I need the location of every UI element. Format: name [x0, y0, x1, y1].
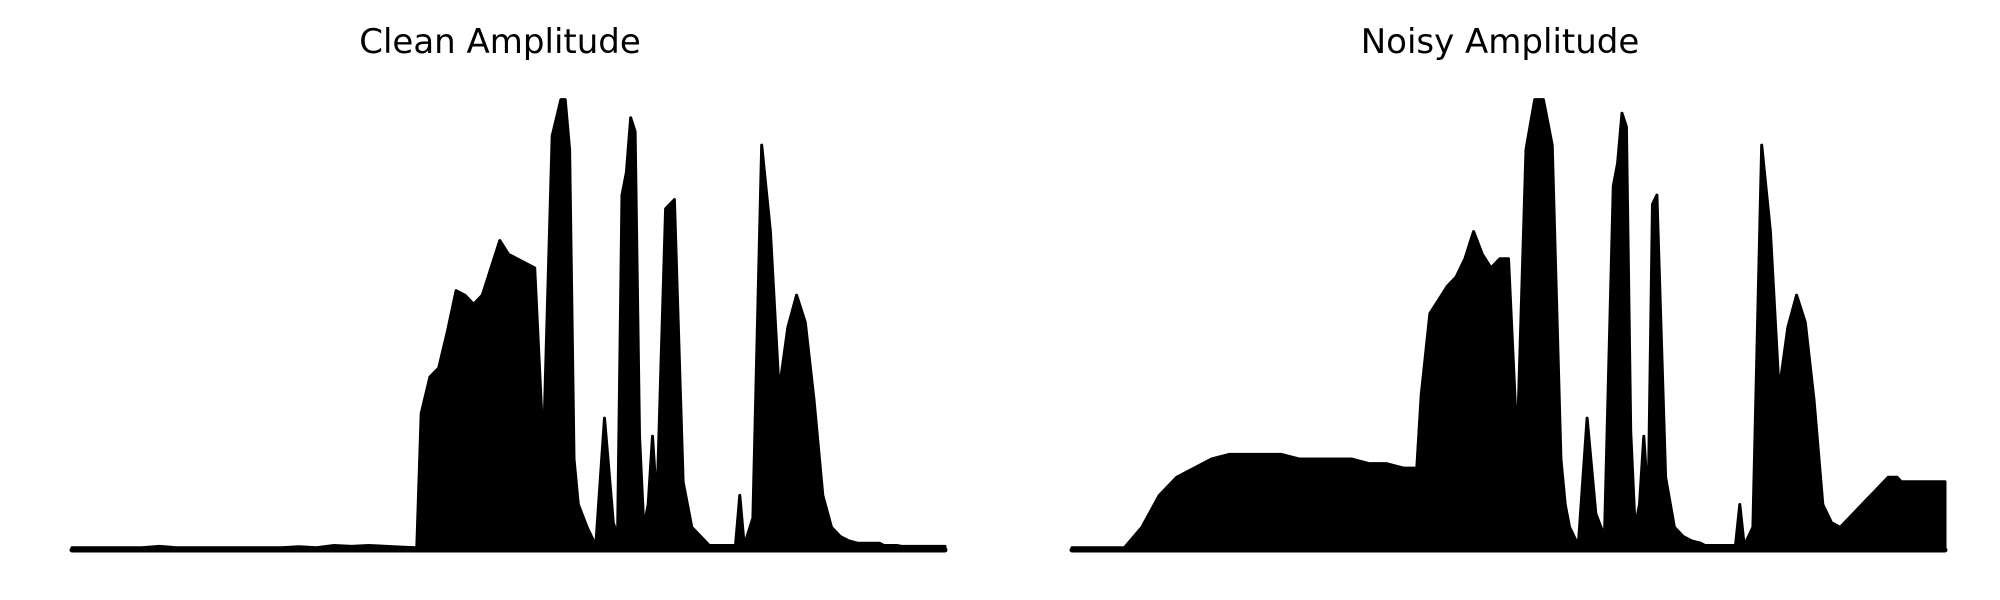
noisy-amplitude-title: Noisy Amplitude	[1360, 22, 1640, 62]
clean-amplitude-plot	[69, 98, 948, 553]
amplitude-envelope	[70, 98, 947, 552]
clean-amplitude-panel: Clean Amplitude	[69, 22, 948, 553]
noisy-amplitude-plot	[1069, 98, 1948, 553]
noisy-amplitude-panel: Noisy Amplitude	[1000, 0, 2000, 600]
clean-amplitude-title: Clean Amplitude	[359, 22, 641, 62]
amplitude-envelope	[1070, 98, 1947, 552]
